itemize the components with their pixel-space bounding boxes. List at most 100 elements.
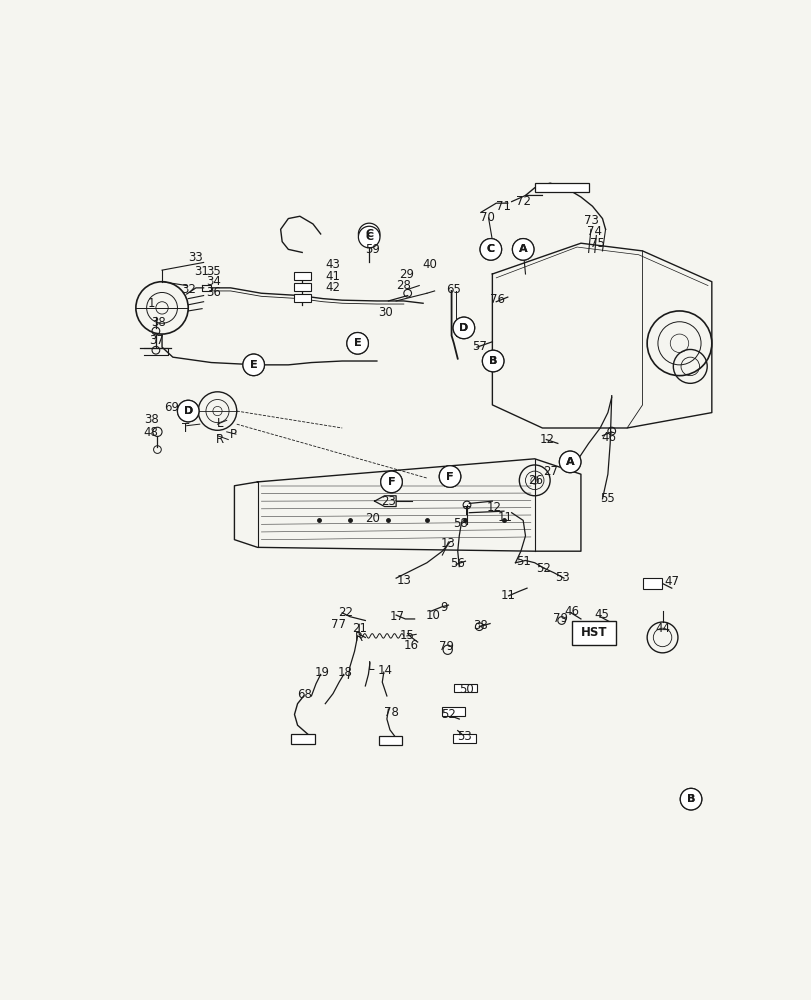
- Text: F: F: [446, 472, 453, 482]
- Circle shape: [559, 451, 580, 473]
- Text: 32: 32: [181, 283, 195, 296]
- Circle shape: [680, 788, 701, 810]
- Text: 70: 70: [479, 211, 494, 224]
- Text: E: E: [354, 338, 361, 348]
- Bar: [294, 294, 311, 302]
- Text: D: D: [459, 323, 468, 333]
- Text: C: C: [365, 232, 373, 242]
- Text: T: T: [182, 422, 188, 434]
- Circle shape: [358, 223, 380, 245]
- Circle shape: [680, 788, 701, 810]
- Text: 76: 76: [490, 293, 504, 306]
- Bar: [291, 734, 314, 744]
- Text: 48: 48: [144, 426, 158, 439]
- Text: F: F: [388, 477, 395, 487]
- Circle shape: [482, 350, 504, 372]
- Circle shape: [439, 466, 461, 487]
- Text: 77: 77: [330, 618, 345, 631]
- Text: 79: 79: [439, 640, 454, 653]
- Text: 33: 33: [188, 251, 203, 264]
- Text: 75: 75: [590, 237, 604, 250]
- Circle shape: [178, 400, 199, 422]
- Circle shape: [482, 350, 504, 372]
- Text: D: D: [183, 406, 193, 416]
- Text: 22: 22: [337, 606, 352, 619]
- Text: T: T: [463, 505, 470, 518]
- Circle shape: [453, 317, 474, 339]
- Text: 29: 29: [399, 268, 414, 281]
- Text: 16: 16: [404, 639, 418, 652]
- Text: D: D: [459, 323, 468, 333]
- Text: C: C: [486, 244, 494, 254]
- Text: 45: 45: [594, 608, 608, 621]
- Text: 59: 59: [365, 243, 380, 256]
- Text: 73: 73: [583, 214, 598, 227]
- Text: 23: 23: [380, 495, 396, 508]
- Text: P: P: [230, 428, 237, 441]
- Text: 43: 43: [325, 258, 340, 271]
- Text: B: B: [488, 356, 496, 366]
- Text: L: L: [367, 660, 375, 673]
- Bar: [453, 734, 475, 743]
- Text: 50: 50: [458, 683, 473, 696]
- Bar: [642, 578, 661, 589]
- Text: 46: 46: [600, 431, 616, 444]
- Text: 18: 18: [337, 666, 352, 679]
- Text: F: F: [388, 477, 395, 487]
- Text: 56: 56: [450, 557, 465, 570]
- Text: 10: 10: [425, 609, 440, 622]
- Text: 68: 68: [297, 688, 311, 701]
- Text: 79: 79: [553, 612, 568, 625]
- Text: 52: 52: [440, 708, 455, 721]
- Text: 71: 71: [495, 200, 510, 213]
- Circle shape: [559, 451, 580, 473]
- Text: 37: 37: [149, 334, 164, 347]
- Text: B: B: [686, 794, 694, 804]
- Text: 34: 34: [206, 275, 221, 288]
- Circle shape: [439, 466, 461, 487]
- Text: R: R: [354, 631, 363, 644]
- Text: 11: 11: [500, 589, 516, 602]
- Text: 9: 9: [440, 601, 447, 614]
- Text: 12: 12: [486, 501, 501, 514]
- Bar: [453, 684, 476, 692]
- Text: B: B: [488, 356, 496, 366]
- Text: 57: 57: [471, 340, 486, 353]
- Text: HST: HST: [580, 626, 607, 639]
- Text: 38: 38: [473, 619, 487, 632]
- Text: 41: 41: [325, 270, 340, 283]
- Text: 1: 1: [148, 297, 155, 310]
- Circle shape: [479, 239, 501, 260]
- Circle shape: [453, 317, 474, 339]
- Text: 31: 31: [194, 265, 208, 278]
- Text: E: E: [250, 360, 257, 370]
- Circle shape: [479, 239, 501, 260]
- Text: 15: 15: [399, 629, 414, 642]
- Bar: [571, 620, 616, 645]
- Text: 78: 78: [384, 706, 398, 719]
- Text: 14: 14: [377, 664, 393, 677]
- Text: 38: 38: [144, 413, 158, 426]
- Text: 21: 21: [351, 622, 367, 635]
- Text: C: C: [486, 244, 494, 254]
- Text: 40: 40: [422, 258, 437, 271]
- Circle shape: [380, 471, 401, 493]
- Text: 44: 44: [654, 622, 669, 635]
- Bar: [534, 183, 588, 192]
- Text: 30: 30: [377, 306, 393, 319]
- Bar: [442, 707, 465, 716]
- Text: C: C: [365, 229, 373, 239]
- Text: 28: 28: [396, 279, 410, 292]
- Bar: [379, 736, 401, 745]
- Text: 65: 65: [446, 283, 461, 296]
- Text: 46: 46: [564, 605, 578, 618]
- Text: F: F: [446, 472, 453, 482]
- Text: 51: 51: [515, 555, 530, 568]
- Text: 35: 35: [206, 265, 221, 278]
- Text: 74: 74: [586, 225, 601, 238]
- Text: 26: 26: [527, 474, 543, 487]
- Text: 11: 11: [497, 511, 513, 524]
- Text: 69: 69: [164, 401, 178, 414]
- Circle shape: [380, 471, 401, 493]
- Text: 36: 36: [206, 286, 221, 299]
